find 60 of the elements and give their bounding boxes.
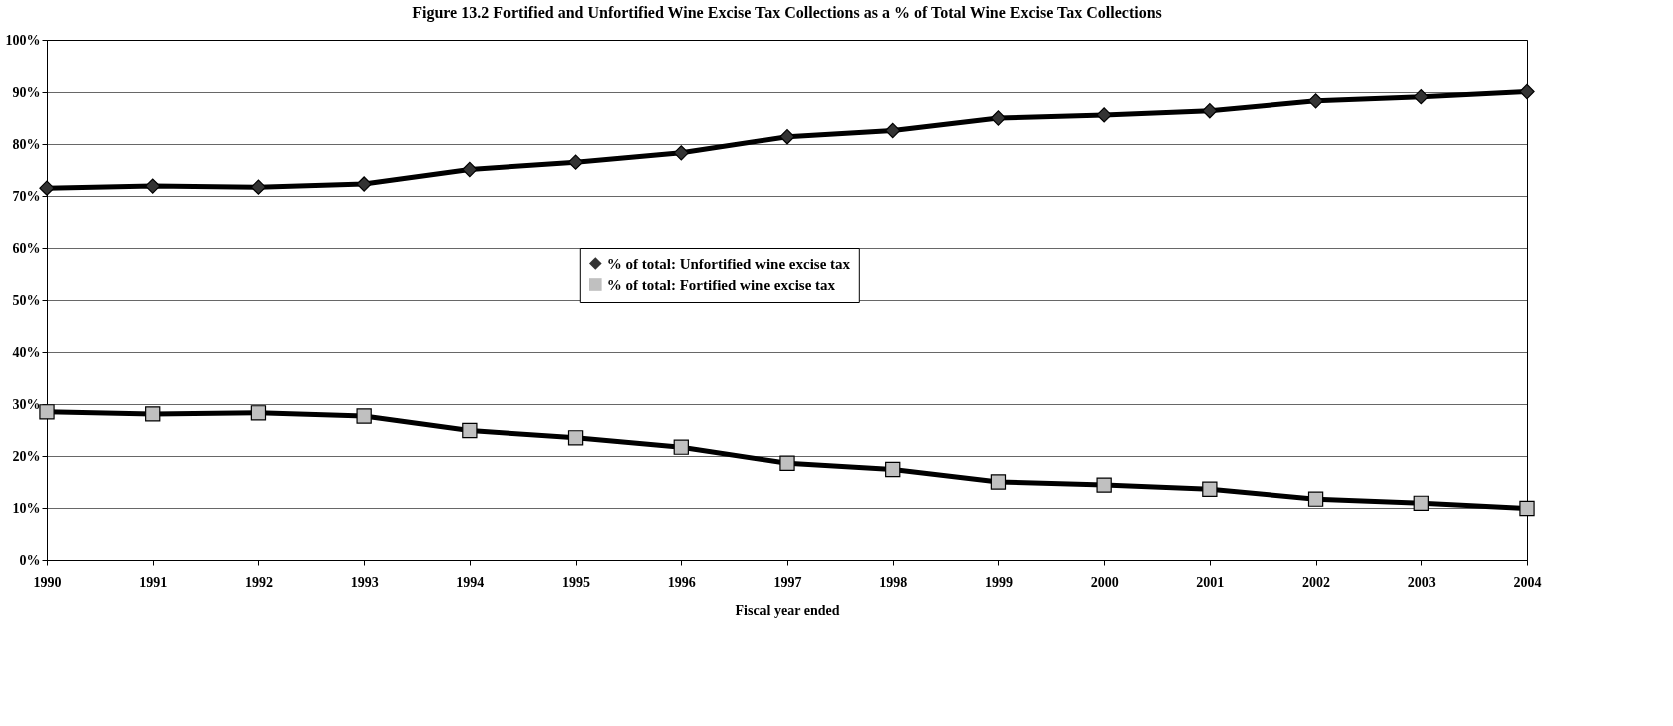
- point: [356, 176, 372, 192]
- point: [885, 461, 901, 478]
- legend-label: % of total: Fortified wine excise tax: [606, 276, 836, 293]
- x-tick-label: 1997: [773, 574, 802, 590]
- point: [779, 129, 795, 145]
- point: [1096, 107, 1112, 123]
- point: [462, 161, 478, 178]
- point: [885, 122, 901, 139]
- point: [990, 110, 1007, 126]
- x-tick-label: 1999: [984, 574, 1013, 590]
- x-tick-label: 2004: [1513, 574, 1542, 590]
- legend-label: % of total: Unfortified wine excise tax: [606, 255, 851, 272]
- x-axis-title: Fiscal year ended: [735, 602, 840, 618]
- point: [1413, 495, 1429, 511]
- x-tick-label: 1991: [139, 574, 168, 590]
- y-tick-label: 20%: [12, 448, 41, 464]
- point: [39, 180, 55, 196]
- x-tick-label: 1994: [456, 574, 485, 590]
- point: [779, 455, 795, 471]
- y-tick-label: 100%: [5, 32, 41, 48]
- point: [250, 405, 267, 421]
- point: [673, 145, 689, 161]
- x-tick-label: 2003: [1407, 574, 1436, 590]
- x-tick-label: 1992: [244, 574, 273, 590]
- y-tick-label: 30%: [12, 396, 41, 412]
- y-tick-label: 90%: [12, 84, 41, 100]
- point: [1202, 481, 1218, 497]
- x-tick-label: 1998: [879, 574, 908, 590]
- point: [145, 406, 161, 422]
- point: [990, 474, 1007, 490]
- y-tick-label: 80%: [12, 136, 41, 152]
- chart-title: Figure 13.2 Fortified and Unfortified Wine Excise Tax Collections as a % of Total Wine Excise Tax Collections: [412, 4, 1162, 22]
- y-tick-label: 70%: [12, 188, 41, 204]
- x-tick-label: 2000: [1090, 574, 1119, 590]
- point: [673, 439, 689, 455]
- point: [1307, 491, 1324, 507]
- point: [462, 422, 478, 439]
- point: [1307, 93, 1324, 109]
- point: [1202, 103, 1218, 119]
- x-tick-label: 1996: [667, 574, 696, 590]
- y-tick-label: 40%: [12, 344, 41, 360]
- point: [39, 404, 55, 420]
- point: [250, 179, 267, 195]
- x-tick-label: 1993: [350, 574, 379, 590]
- point: [356, 408, 372, 424]
- y-tick-label: 0%: [19, 552, 41, 568]
- point: [1413, 89, 1429, 105]
- x-tick-label: 2002: [1302, 574, 1331, 590]
- point: [567, 430, 584, 446]
- y-tick-label: 60%: [12, 240, 41, 256]
- x-tick-label: 1990: [33, 574, 62, 590]
- x-tick-label: 1995: [562, 574, 591, 590]
- point: [145, 178, 161, 194]
- x-tick-label: 2001: [1196, 574, 1225, 590]
- y-tick-label: 50%: [12, 292, 41, 308]
- point: [1096, 477, 1112, 493]
- y-tick-label: 10%: [12, 500, 41, 516]
- point: [1519, 500, 1535, 517]
- point: [567, 154, 584, 170]
- point: [1519, 83, 1535, 100]
